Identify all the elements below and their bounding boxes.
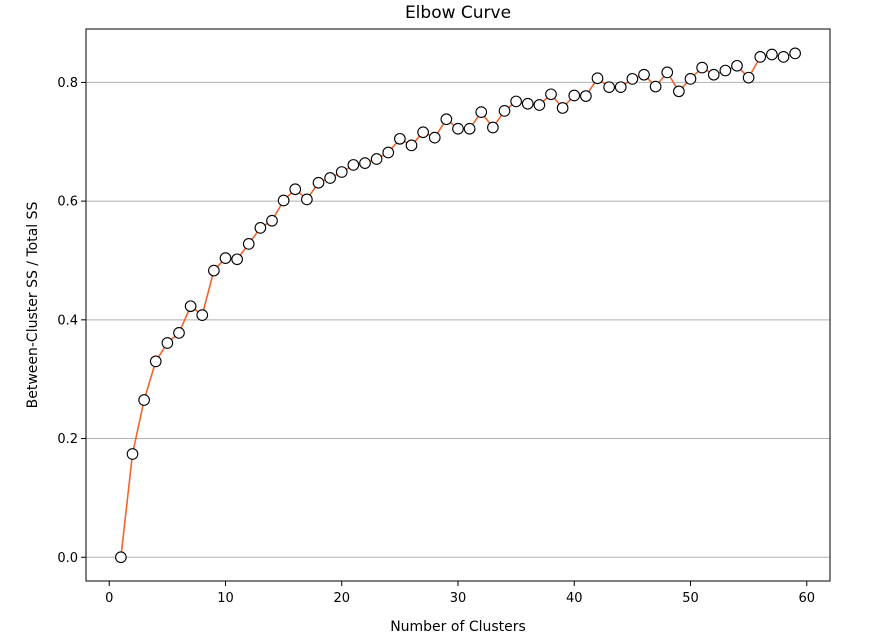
data-point [649,80,662,93]
data-point [301,193,313,206]
data-point [149,355,162,368]
plot-frame [85,28,831,582]
data-point [673,85,685,98]
data-point [277,194,290,207]
x-axis-title: Number of Clusters [390,619,526,635]
data-point [661,66,674,79]
data-point [545,88,557,101]
data-point [196,309,209,321]
data-point [521,97,534,110]
data-point [777,51,790,63]
data-point [138,394,150,406]
data-point [347,159,360,171]
data-point [556,102,569,114]
data-point [254,221,267,234]
x-tick-label: 10 [217,591,234,606]
data-point [498,105,511,117]
data-point [684,73,697,85]
data-point [382,146,395,159]
data-point [742,71,755,84]
x-tick-label: 30 [450,591,467,606]
data-point [428,131,441,144]
data-point [754,51,767,63]
x-tick-label: 50 [682,591,699,606]
grid-lines [86,81,830,558]
data-point [731,59,743,72]
data-point [626,73,639,85]
y-tick-label: 0.0 [57,551,78,566]
data-point [370,153,383,165]
data-point [580,90,592,102]
data-point [789,47,801,60]
data-point [335,166,348,178]
data-point [568,89,581,102]
data-point [487,121,499,134]
data-point [394,132,406,145]
data-point [405,139,418,152]
y-tick-label: 0.6 [57,195,78,210]
y-axis-title: Between-Cluster SS / Total SS [25,202,41,409]
data-point [219,252,232,264]
y-tick-label: 0.2 [57,432,78,447]
data-point [115,551,127,564]
data-point [161,337,174,349]
data-point [208,264,220,277]
y-tick-label: 0.4 [57,313,78,328]
data-point [452,122,464,135]
data-point [242,238,255,250]
data-point [603,81,615,94]
data-point [766,48,778,61]
data-point [324,172,336,184]
x-tick-label: 0 [105,591,113,606]
x-tick-label: 40 [566,591,583,606]
data-point [696,61,708,74]
data-point [614,81,627,94]
data-point [184,300,197,313]
data-point [510,95,522,108]
chart-title: Elbow Curve [405,3,511,23]
data-point [440,113,453,126]
data-point [707,68,720,81]
data-point [417,126,429,139]
x-tick-label: 60 [798,591,815,606]
x-tick-label: 20 [333,591,350,606]
data-point [173,327,185,339]
y-tick-label: 0.8 [57,76,78,91]
data-point [591,72,604,85]
data-series [115,47,801,564]
axes: 0.0 0.2 0.4 0.6 0.8 0 10 20 30 40 50 60 [57,76,815,606]
data-point [533,99,546,111]
data-point [231,253,243,266]
data-point [638,68,650,81]
data-point [463,122,476,135]
data-point [719,64,732,77]
data-point [312,176,325,189]
data-point [359,157,371,169]
data-point [289,183,302,196]
data-point [126,448,139,460]
data-point [266,214,278,227]
data-point [475,106,488,118]
